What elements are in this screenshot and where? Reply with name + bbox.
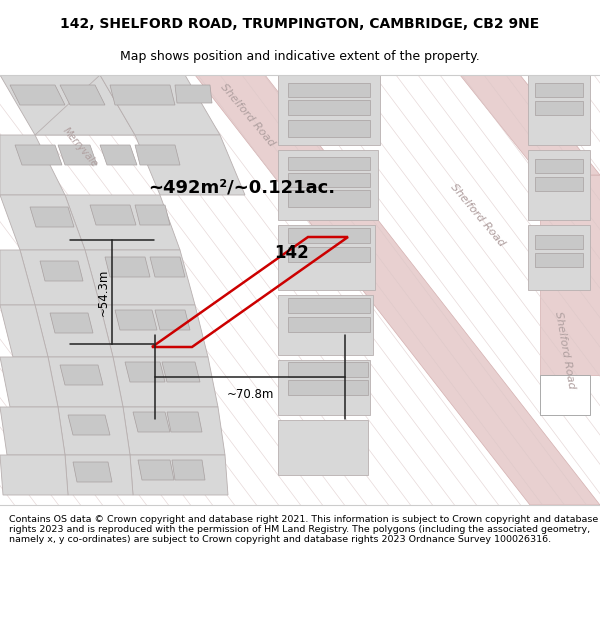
Polygon shape xyxy=(278,360,370,415)
Text: 142, SHELFORD ROAD, TRUMPINGTON, CAMBRIDGE, CB2 9NE: 142, SHELFORD ROAD, TRUMPINGTON, CAMBRID… xyxy=(61,17,539,31)
Polygon shape xyxy=(50,313,93,333)
Polygon shape xyxy=(0,407,65,455)
Polygon shape xyxy=(535,159,583,173)
Polygon shape xyxy=(535,177,583,191)
Polygon shape xyxy=(105,257,150,277)
Polygon shape xyxy=(150,257,185,277)
Polygon shape xyxy=(288,317,370,332)
Polygon shape xyxy=(0,135,65,195)
Polygon shape xyxy=(20,250,100,305)
Polygon shape xyxy=(540,175,600,375)
Text: 142: 142 xyxy=(275,244,310,262)
Polygon shape xyxy=(278,225,375,290)
Polygon shape xyxy=(125,362,165,382)
Polygon shape xyxy=(135,205,170,225)
Polygon shape xyxy=(535,235,583,249)
Polygon shape xyxy=(0,455,68,495)
Polygon shape xyxy=(288,190,370,207)
Polygon shape xyxy=(35,75,135,135)
Polygon shape xyxy=(278,295,373,355)
Text: ~492m²/~0.121ac.: ~492m²/~0.121ac. xyxy=(148,178,335,196)
Polygon shape xyxy=(48,357,123,407)
Polygon shape xyxy=(288,228,370,243)
Polygon shape xyxy=(162,362,200,382)
Polygon shape xyxy=(0,305,48,357)
Polygon shape xyxy=(15,145,62,165)
Polygon shape xyxy=(73,462,112,482)
Polygon shape xyxy=(528,75,590,145)
Text: Shelford Road: Shelford Road xyxy=(449,182,507,248)
Polygon shape xyxy=(0,250,35,305)
Polygon shape xyxy=(68,415,110,435)
Polygon shape xyxy=(100,75,220,135)
Text: Shelford Road: Shelford Road xyxy=(553,311,577,389)
Polygon shape xyxy=(113,357,218,407)
Polygon shape xyxy=(540,375,590,415)
Polygon shape xyxy=(288,247,370,262)
Polygon shape xyxy=(60,365,103,385)
Text: ~70.8m: ~70.8m xyxy=(226,388,274,401)
Polygon shape xyxy=(288,120,370,137)
Polygon shape xyxy=(288,298,370,313)
Polygon shape xyxy=(288,157,370,170)
Polygon shape xyxy=(278,75,380,145)
Polygon shape xyxy=(40,261,83,281)
Polygon shape xyxy=(135,145,180,165)
Polygon shape xyxy=(0,357,58,407)
Polygon shape xyxy=(138,460,174,480)
Polygon shape xyxy=(288,83,370,97)
Polygon shape xyxy=(58,145,97,165)
Polygon shape xyxy=(460,75,600,175)
Polygon shape xyxy=(130,455,228,495)
Polygon shape xyxy=(110,85,175,105)
Polygon shape xyxy=(528,150,590,220)
Polygon shape xyxy=(535,253,583,267)
Polygon shape xyxy=(65,195,180,250)
Polygon shape xyxy=(288,100,370,115)
Polygon shape xyxy=(195,75,600,505)
Polygon shape xyxy=(35,305,113,357)
Text: ~54.3m: ~54.3m xyxy=(97,268,110,316)
Polygon shape xyxy=(155,310,190,330)
Text: Shelford Road: Shelford Road xyxy=(219,82,277,148)
Polygon shape xyxy=(288,362,368,377)
Polygon shape xyxy=(58,407,130,455)
Polygon shape xyxy=(535,101,583,115)
Polygon shape xyxy=(528,225,590,290)
Text: Merryvale: Merryvale xyxy=(61,125,100,169)
Polygon shape xyxy=(278,420,368,475)
Polygon shape xyxy=(0,75,135,135)
Polygon shape xyxy=(100,305,208,357)
Polygon shape xyxy=(115,310,157,330)
Text: Map shows position and indicative extent of the property.: Map shows position and indicative extent… xyxy=(120,50,480,62)
Polygon shape xyxy=(288,173,370,187)
Polygon shape xyxy=(172,460,205,480)
Polygon shape xyxy=(278,150,378,220)
Polygon shape xyxy=(175,85,212,103)
Polygon shape xyxy=(100,145,137,165)
Polygon shape xyxy=(60,85,105,105)
Polygon shape xyxy=(288,380,368,395)
Polygon shape xyxy=(535,83,583,97)
Polygon shape xyxy=(135,135,245,195)
Text: Contains OS data © Crown copyright and database right 2021. This information is : Contains OS data © Crown copyright and d… xyxy=(9,514,598,544)
Polygon shape xyxy=(30,207,74,227)
Polygon shape xyxy=(85,250,195,305)
Polygon shape xyxy=(133,412,170,432)
Polygon shape xyxy=(65,455,133,495)
Polygon shape xyxy=(167,412,202,432)
Polygon shape xyxy=(123,407,225,455)
Polygon shape xyxy=(90,205,136,225)
Polygon shape xyxy=(10,85,65,105)
Polygon shape xyxy=(0,195,85,250)
